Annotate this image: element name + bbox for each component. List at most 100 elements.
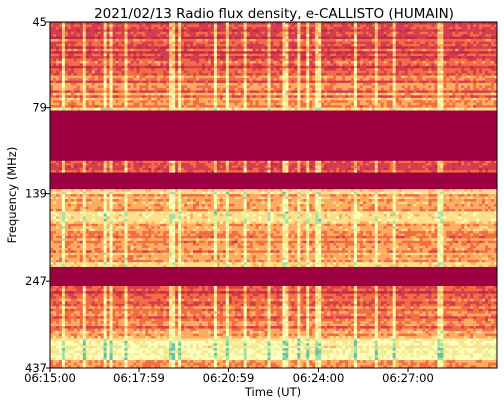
spectrogram-cell xyxy=(231,80,236,84)
spectrogram-cell xyxy=(115,39,119,42)
spectrogram-cell xyxy=(473,68,477,72)
spectrogram-cell xyxy=(449,29,453,33)
spectrogram-cell xyxy=(476,70,480,74)
spectrogram-cell xyxy=(55,100,60,104)
spectrogram-cell xyxy=(342,97,346,101)
spectrogram-cell xyxy=(139,97,143,101)
spectrogram-cell xyxy=(175,41,179,45)
spectrogram-cell xyxy=(464,51,468,54)
spectrogram-cell xyxy=(91,53,95,57)
spectrogram-cell xyxy=(190,92,194,96)
spectrogram-cell xyxy=(365,24,370,28)
spectrogram-cell xyxy=(422,39,426,42)
spectrogram-cell xyxy=(419,83,423,86)
spectrogram-cell xyxy=(76,36,81,40)
spectrogram-cell xyxy=(476,83,480,86)
spectrogram-cell xyxy=(210,41,215,45)
spectrogram-cell xyxy=(103,43,107,47)
spectrogram-cell xyxy=(73,78,78,81)
spectrogram-cell xyxy=(452,48,456,52)
spectrogram-cell xyxy=(482,83,486,86)
spectrogram-cell xyxy=(365,75,370,79)
spectrogram-cell xyxy=(237,80,242,84)
spectrogram-cell xyxy=(494,63,498,67)
spectrogram-cell xyxy=(246,56,250,59)
spectrogram-cell xyxy=(324,48,328,52)
spectrogram-cell xyxy=(464,97,468,101)
spectrogram-cell xyxy=(258,36,262,40)
spectrogram-cell xyxy=(61,80,66,84)
spectrogram-cell xyxy=(172,58,176,62)
spectrogram-cell xyxy=(79,26,84,30)
spectrogram-cell xyxy=(243,34,247,37)
spectrogram-cell xyxy=(261,26,265,30)
spectrogram-cell xyxy=(79,75,84,79)
spectrogram-cell xyxy=(258,41,262,45)
spectrogram-cell xyxy=(470,90,474,94)
spectrogram-cell xyxy=(255,60,259,64)
spectrogram-cell xyxy=(404,58,408,62)
spectrogram-cell xyxy=(389,70,393,74)
spectrogram-cell xyxy=(148,29,152,33)
spectrogram-cell xyxy=(154,92,158,96)
spectrogram-cell xyxy=(201,22,206,25)
spectrogram-cell xyxy=(181,68,185,72)
spectrogram-cell xyxy=(356,87,361,91)
spectrogram-cell xyxy=(371,92,376,96)
spectrogram-cell xyxy=(437,63,441,67)
spectrogram-cell xyxy=(446,51,450,54)
spectrogram-cell xyxy=(252,100,256,104)
spectrogram-cell xyxy=(136,31,140,35)
spectrogram-cell xyxy=(219,97,224,101)
spectrogram-cell xyxy=(115,60,119,64)
spectrogram-cell xyxy=(279,92,283,96)
spectrogram-cell xyxy=(303,95,307,99)
spectrogram-cell xyxy=(398,73,402,76)
spectrogram-cell xyxy=(133,48,137,52)
spectrogram-cell xyxy=(461,65,465,69)
spectrogram-cell xyxy=(479,90,483,94)
spectrogram-cell xyxy=(225,65,230,69)
spectrogram-cell xyxy=(160,97,164,101)
spectrogram-cell xyxy=(196,39,200,42)
spectrogram-cell xyxy=(55,58,60,62)
spectrogram-cell xyxy=(273,78,277,81)
spectrogram-cell xyxy=(276,95,280,99)
spectrogram-cell xyxy=(440,22,444,25)
spectrogram-cell xyxy=(85,60,90,64)
spectrogram-cell xyxy=(350,75,355,79)
spectrogram-cell xyxy=(273,24,277,28)
spectrogram-cell xyxy=(461,95,465,99)
spectrogram-cell xyxy=(410,65,414,69)
spectrogram-cell xyxy=(55,29,60,33)
spectrogram-cell xyxy=(404,31,408,35)
spectrogram-cell xyxy=(193,58,197,62)
spectrogram-cell xyxy=(353,73,358,76)
spectrogram-cell xyxy=(482,78,486,81)
spectrogram-cell xyxy=(73,65,78,69)
spectrogram-cell xyxy=(318,87,322,91)
spectrogram-cell xyxy=(52,68,57,72)
spectrogram-cell xyxy=(273,90,277,94)
spectrogram-cell xyxy=(237,73,242,76)
spectrogram-cell xyxy=(160,75,164,79)
spectrogram-cell xyxy=(285,24,289,28)
spectrogram-cell xyxy=(386,85,391,89)
spectrogram-cell xyxy=(452,56,456,59)
spectrogram-cell xyxy=(318,43,322,47)
spectrogram-cell xyxy=(204,83,209,86)
spectrogram-cell xyxy=(85,43,90,47)
spectrogram-cell xyxy=(151,34,155,37)
spectrogram-cell xyxy=(401,41,405,45)
spectrogram-cell xyxy=(401,34,405,37)
spectrogram-cell xyxy=(70,56,75,59)
spectrogram-cell xyxy=(261,65,265,69)
spectrogram-cell xyxy=(82,80,87,84)
spectrogram-cell xyxy=(109,43,113,47)
spectrogram-cell xyxy=(389,65,393,69)
spectrogram-cell xyxy=(279,60,283,64)
spectrogram-cell xyxy=(58,65,63,69)
spectrogram-cell xyxy=(166,75,170,79)
spectrogram-cell xyxy=(73,102,78,106)
spectrogram-cell xyxy=(103,85,107,89)
